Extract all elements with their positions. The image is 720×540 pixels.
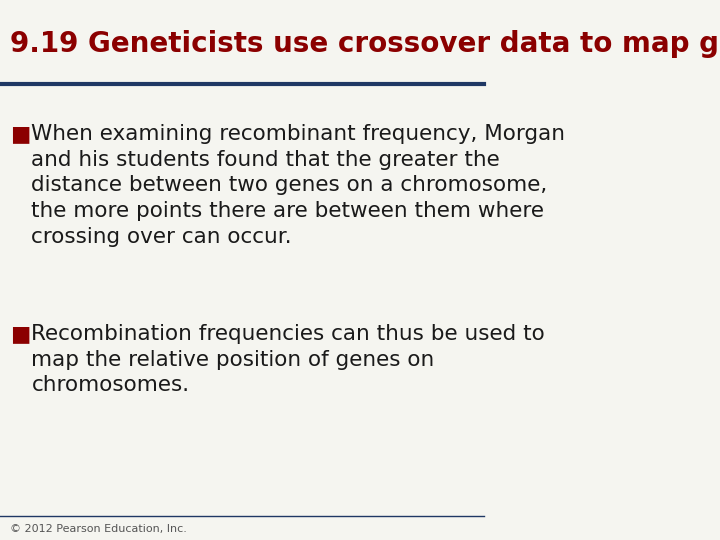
Text: When examining recombinant frequency, Morgan
and his students found that the gre: When examining recombinant frequency, Mo…: [32, 124, 565, 247]
Text: Recombination frequencies can thus be used to
map the relative position of genes: Recombination frequencies can thus be us…: [32, 324, 545, 395]
Text: ■: ■: [9, 124, 30, 144]
Text: 9.19 Geneticists use crossover data to map genes: 9.19 Geneticists use crossover data to m…: [9, 30, 720, 58]
Text: ■: ■: [9, 324, 30, 344]
Text: © 2012 Pearson Education, Inc.: © 2012 Pearson Education, Inc.: [9, 524, 186, 534]
